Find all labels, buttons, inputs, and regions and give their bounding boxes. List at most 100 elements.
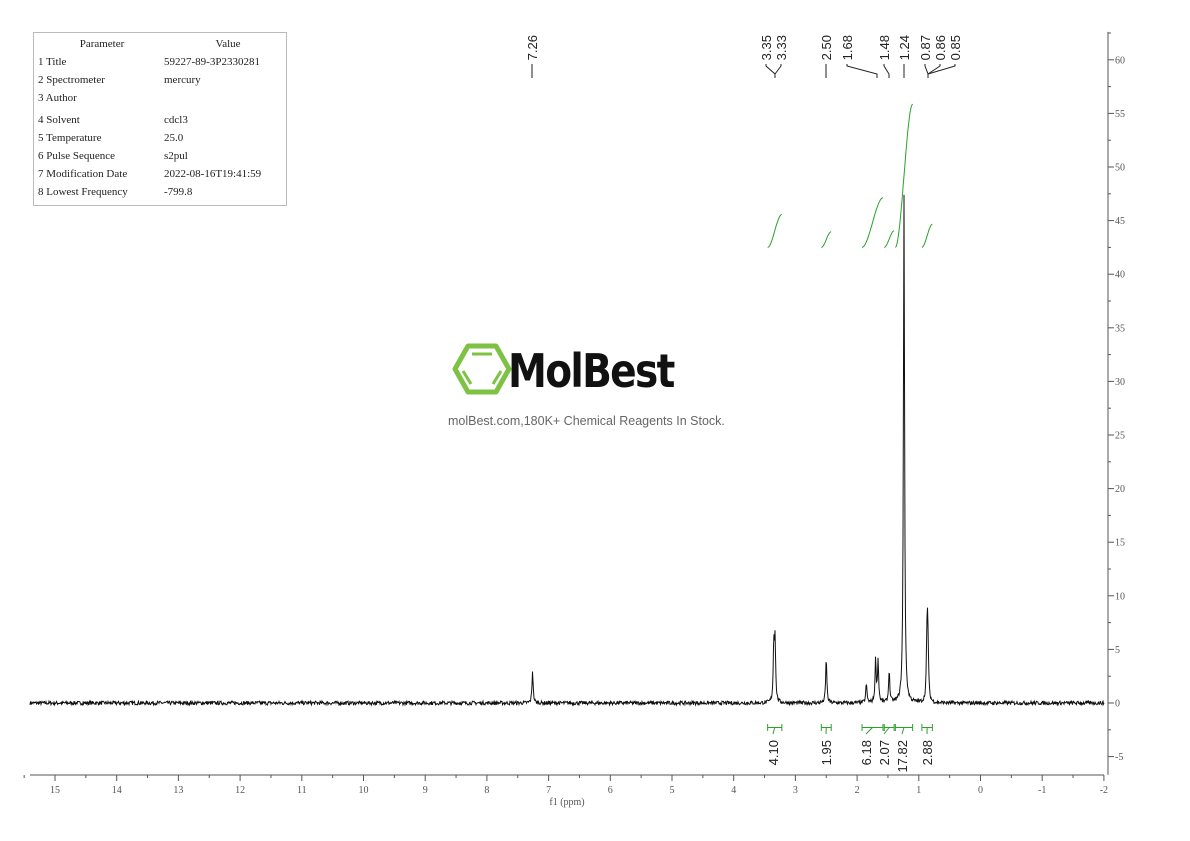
x-tick-label: 10 [359,785,369,796]
integral-value: 4.10 [766,740,781,765]
y-tick-label: 45 [1115,216,1125,227]
x-tick-label: 13 [173,785,183,796]
parameter-row: 2 Spectrometer mercury [34,71,286,89]
parameter-value: 25.0 [164,132,184,144]
integral-bracket [820,724,832,735]
peak-label: 0.85 [948,35,963,60]
integral-curve [895,103,914,248]
parameter-value: -799.8 [164,186,193,198]
x-tick-label: 1 [916,785,921,796]
parameter-name: 3 Author [38,92,77,104]
y-tick-label: 40 [1115,270,1125,281]
peak-label: 1.24 [897,35,912,60]
y-tick-label: 15 [1115,538,1125,549]
integral-value: 17.82 [895,740,910,773]
parameter-name: 4 Solvent [38,114,80,126]
parameter-row: 8 Lowest Frequency -799.8 [34,183,286,201]
integral-curve [861,197,884,248]
brand-name: MolBest [508,344,675,398]
parameter-value: cdcl3 [164,114,188,126]
y-tick-label: 55 [1115,109,1125,120]
x-tick-label: 0 [978,785,983,796]
molbest-logo-icon [452,343,512,395]
integrals: 4.10 1.95 6.18 2.07 17.82 2.88 [766,103,935,773]
integral-bracket [894,724,914,735]
x-tick-label: 12 [235,785,245,796]
parameter-name: 2 Spectrometer [38,74,105,86]
spectrum-line [29,194,1105,707]
peak-label-leader [846,64,878,78]
parameter-value: 59227-89-3P2330281 [164,56,260,68]
integral-curve [884,230,895,248]
parameter-row: 4 Solvent cdcl3 [34,111,286,129]
peak-label-leader [765,64,776,78]
x-tick-label: -2 [1100,785,1108,796]
x-tick-label: 14 [112,785,122,796]
peak-label: 3.35 [759,35,774,60]
header-value: Value [215,38,241,50]
parameter-table: Parameter Value 1 Title 59227-89-3P233028… [33,32,287,206]
integral-bracket [767,724,783,735]
parameter-name: 5 Temperature [38,132,102,144]
x-tick-label: 6 [608,785,613,796]
integral-bracket [883,724,895,735]
peak-label-leader [927,64,956,78]
integral-bracket [861,724,884,735]
peak-labels: 7.26 3.35 3.33 2.50 1.68 1.48 1.24 0.87 0.86 0.85 [525,35,963,78]
peak-label-leader [774,64,782,78]
x-tick-label: 5 [670,785,675,796]
y-tick-label: 35 [1115,323,1125,334]
integral-value: 1.95 [819,740,834,765]
integral-bracket [921,724,933,735]
integral-curve [921,223,933,248]
header-parameter: Parameter [79,38,125,50]
integral-value: 2.88 [920,740,935,765]
parameter-table-header: Parameter Value [34,35,286,53]
peak-label: 1.68 [840,35,855,60]
parameter-value: s2pul [164,150,188,162]
x-tick-label: 15 [50,785,60,796]
y-tick-label: 20 [1115,484,1125,495]
y-tick-label: 50 [1115,163,1125,174]
parameter-row: 3 Author [34,89,286,107]
peak-label: 0.86 [933,35,948,60]
x-tick-label: 9 [423,785,428,796]
peak-label: 0.87 [918,35,933,60]
parameter-name: 6 Pulse Sequence [38,150,115,162]
integral-value: 2.07 [877,740,892,765]
parameter-value: mercury [164,74,201,86]
y-tick-label: 30 [1115,377,1125,388]
x-tick-label: 4 [731,785,736,796]
x-axis-label: f1 (ppm) [549,797,584,808]
y-tick-label: -5 [1115,752,1123,763]
peak-label: 7.26 [525,35,540,60]
x-tick-label: 2 [855,785,860,796]
x-tick-label: 7 [546,785,551,796]
integral-curve [767,213,782,248]
x-axis: 15 14 13 12 11 10 9 8 7 6 5 4 3 2 1 0 -1 -2 [23,774,1108,796]
parameter-name: 7 Modification Date [38,168,128,180]
x-tick-label: -1 [1038,785,1046,796]
y-tick-label: 0 [1115,699,1120,710]
x-tick-label: 8 [484,785,489,796]
peak-label: 3.33 [774,35,789,60]
brand-tagline: molBest.com,180K+ Chemical Reagents In S… [448,414,725,428]
peak-label: 2.50 [819,35,834,60]
parameter-value [164,89,286,107]
parameter-name: 1 Title [38,56,67,68]
y-tick-label: 60 [1115,55,1125,66]
parameter-row: 7 Modification Date 2022-08-16T19:41:59 [34,165,286,183]
y-tick-label: 10 [1115,591,1125,602]
parameter-row: 1 Title 59227-89-3P2330281 [34,53,286,71]
y-tick-label: 25 [1115,431,1125,442]
integral-value: 6.18 [859,740,874,765]
peak-label: 1.48 [877,35,892,60]
parameter-row: 5 Temperature 25.0 [34,129,286,147]
parameter-name: 8 Lowest Frequency [38,186,128,198]
peak-label-leader [883,64,890,78]
integral-curve [821,231,832,248]
parameter-row: 6 Pulse Sequence s2pul [34,147,286,165]
parameter-value: 2022-08-16T19:41:59 [164,168,262,180]
